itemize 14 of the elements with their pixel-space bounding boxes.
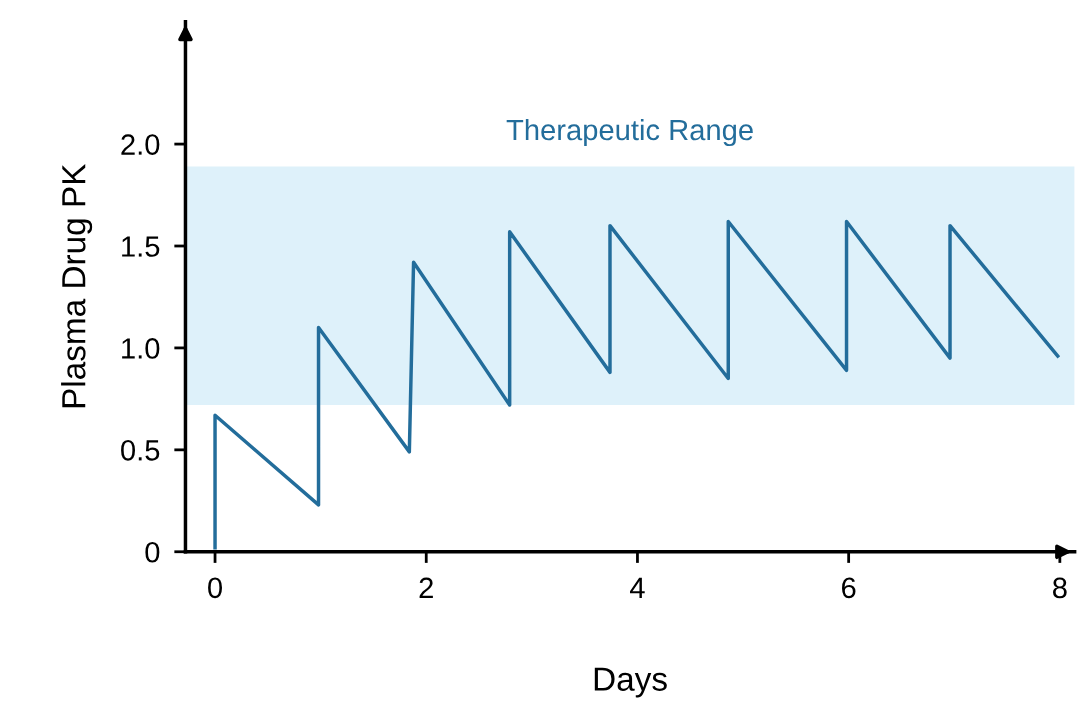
y-tick-label: 1.5 — [122, 236, 160, 257]
y-tick-label: 0 — [145, 541, 160, 563]
y-axis-title: Plasma Drug PK — [61, 163, 93, 408]
x-tick-label: 4 — [630, 577, 645, 598]
x-tick-label: 8 — [1053, 577, 1067, 599]
x-tick-label: 2 — [419, 577, 433, 598]
x-tick-label: 6 — [842, 577, 856, 599]
x-axis-title: Days — [594, 667, 667, 698]
y-tick-label: 1.0 — [122, 338, 160, 359]
band-label: Therapeutic Range — [506, 118, 753, 147]
x-tick-label: 0 — [208, 577, 223, 599]
y-tick-label: 0.5 — [121, 440, 160, 461]
y-tick-label: 2.0 — [121, 134, 160, 155]
line-series — [213, 219, 1060, 550]
